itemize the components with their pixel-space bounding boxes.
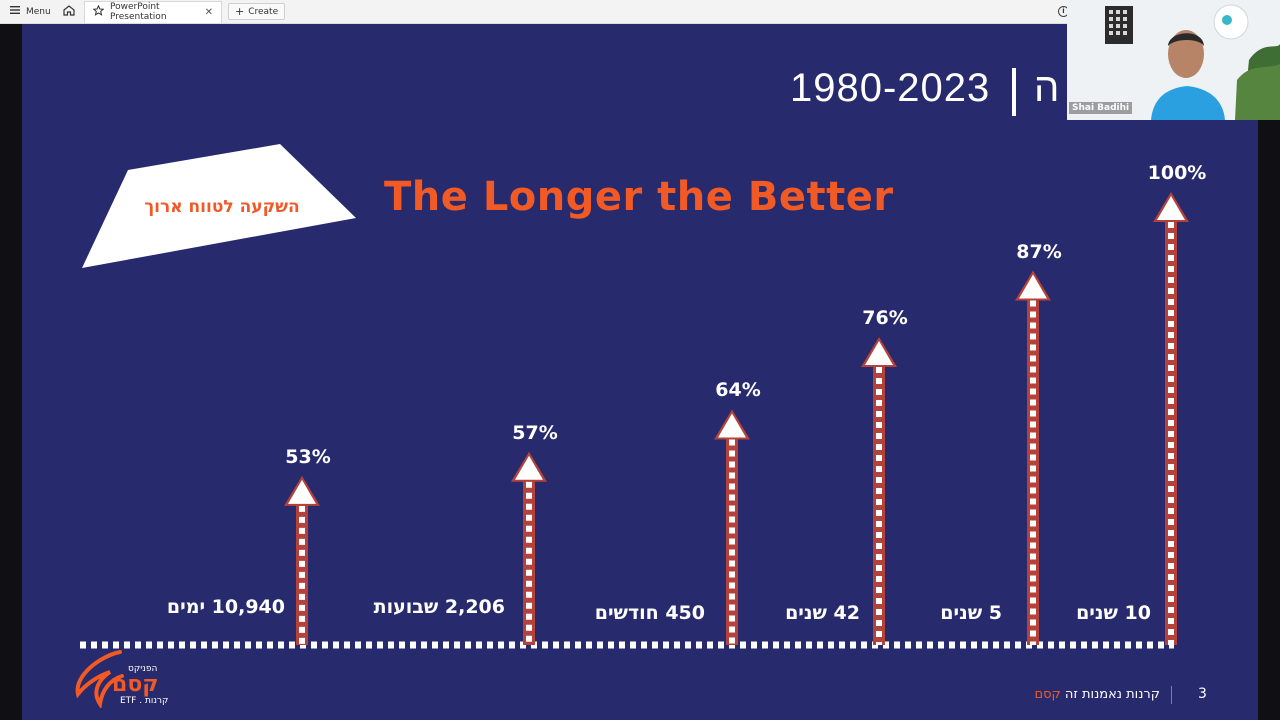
- category-label: 10 שנים: [1076, 602, 1151, 624]
- value-label: 100%: [1147, 162, 1207, 184]
- category-label: 10,940 ימים: [166, 596, 285, 618]
- logo-top-text: הפניקס: [128, 664, 158, 674]
- footer-tagline-plain: קרנות נאמנות זה: [1060, 687, 1160, 702]
- webcam-feed-image: [1067, 0, 1280, 120]
- arrow-bar: [511, 451, 547, 645]
- star-icon: [92, 4, 105, 19]
- slide-headline: The Longer the Better: [384, 174, 894, 220]
- hamburger-icon: [10, 6, 20, 17]
- presentation-slide: 1980-2023 ה השקעה לטווח ארוך The Longer …: [22, 24, 1258, 720]
- slide-title-hebrew: ה: [1034, 66, 1060, 110]
- arrow-bar: [1153, 192, 1189, 645]
- tab-title: PowerPoint Presentation: [110, 2, 167, 22]
- menu-label: Menu: [26, 6, 51, 17]
- webcam-video: [1067, 0, 1280, 120]
- browser-toolbar: Menu PowerPoint Presentation ✕ + Create …: [0, 0, 1280, 24]
- category-label: 2,206 שבועות: [373, 596, 505, 618]
- arrow-bar: [284, 475, 320, 645]
- create-label: Create: [248, 6, 279, 17]
- menu-button[interactable]: Menu: [0, 6, 54, 17]
- letterbox-left: [0, 24, 22, 720]
- category-label: 42 שנים: [785, 602, 860, 624]
- arrow-chart: [80, 192, 1189, 649]
- value-label: 76%: [862, 306, 908, 329]
- slide-year-range: 1980-2023: [790, 66, 991, 110]
- value-label: 87%: [1016, 240, 1062, 263]
- arrow-bar: [1015, 270, 1051, 645]
- value-label: 57%: [512, 421, 558, 444]
- participant-name: Shai Badihi: [1069, 102, 1133, 114]
- slide-page-number: 3: [1198, 686, 1207, 702]
- phoenix-logo-icon: [75, 650, 124, 708]
- value-label: 64%: [715, 379, 761, 402]
- footer-separator: [1171, 686, 1172, 704]
- arrow-bar: [861, 336, 897, 645]
- create-button[interactable]: + Create: [228, 3, 286, 20]
- footer-tagline: קרנות נאמנות זה קסם: [1022, 687, 1160, 702]
- home-button[interactable]: [58, 4, 80, 19]
- tab-powerpoint-presentation[interactable]: PowerPoint Presentation ✕: [84, 0, 222, 23]
- category-label: 450 חודשים: [594, 602, 705, 624]
- badge-label: השקעה לטווח ארוך: [144, 197, 300, 217]
- letterbox-right: [1258, 24, 1280, 720]
- plus-icon: +: [235, 5, 245, 18]
- footer-tagline-accent: קסם: [1034, 687, 1061, 702]
- value-label: 53%: [285, 445, 331, 468]
- title-separator: [1012, 68, 1016, 116]
- badge-shape: [82, 144, 356, 268]
- home-icon: [63, 4, 75, 19]
- close-icon[interactable]: ✕: [204, 6, 213, 18]
- logo-main-text: קסם: [112, 672, 159, 697]
- logo-sub-text: קרנות . ETF: [120, 696, 169, 706]
- arrow-bar: [714, 409, 750, 645]
- category-label: 5 שנים: [940, 602, 1002, 624]
